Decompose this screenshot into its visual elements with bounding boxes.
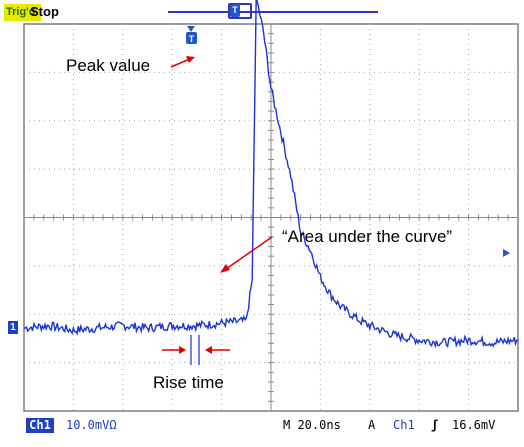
channel-scale: 10.0mVΩ [66, 418, 117, 432]
trigger-mode: A [368, 418, 376, 432]
rise-arrowhead-right [205, 346, 212, 354]
annotation-arrows [162, 56, 273, 354]
trigger-source: Ch1 [393, 418, 415, 432]
trigger-level: 16.6mV [452, 418, 496, 432]
area-arrowhead [220, 264, 230, 273]
channel-1-ground-marker: 1 [8, 321, 18, 334]
rise-arrowhead-left [179, 346, 186, 354]
trigger-marker-label: T [189, 34, 195, 44]
area-arrow [225, 236, 273, 270]
peak-arrowhead [186, 56, 195, 63]
status-bar [0, 414, 524, 447]
waveform-trace [24, 0, 519, 349]
trigger-status: Trig'd [4, 4, 41, 21]
trigger-slope-icon: ʃ [431, 418, 439, 432]
timebase-readout: M 20.0ns [283, 418, 341, 432]
rise-time-markers [190, 335, 200, 365]
record-length-indicator [168, 11, 378, 13]
trigger-marker: T [186, 26, 197, 44]
peak-value-label: Peak value [66, 56, 151, 75]
acquisition-state: Stop [30, 4, 59, 19]
record-trigger-icon: T [230, 4, 240, 17]
channel-badge[interactable]: Ch1 [26, 418, 54, 433]
rise-time-label: Rise time [153, 373, 224, 392]
trigger-level-marker [503, 249, 510, 257]
record-view-bracket[interactable] [228, 3, 252, 19]
area-under-curve-label: “Area under the curve” [282, 227, 453, 246]
